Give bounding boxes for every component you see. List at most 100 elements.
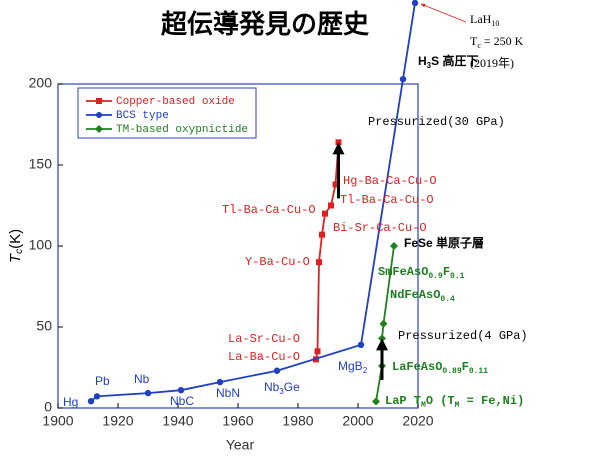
annotation-part: Ge [284, 380, 300, 394]
legend-marker [95, 125, 103, 133]
point [93, 393, 101, 400]
annotation-part: LaH [470, 12, 492, 26]
annotation-part: La-Sr-Cu-O [228, 332, 300, 346]
annotation: Nb [134, 372, 150, 386]
point [319, 231, 325, 238]
annotation: H3S 高圧下 [418, 53, 478, 70]
y-tick-label: 0 [44, 399, 52, 415]
y-tick-label: 200 [29, 75, 53, 91]
point [390, 242, 398, 250]
annotation-part: Tl-Ba-Ca-Cu-O [222, 203, 316, 217]
annotation-part: = Fe,Ni) [459, 394, 524, 408]
y-label-part: (K) [7, 229, 24, 249]
annotation: Bi-Sr-Ca-Cu-O [333, 221, 427, 235]
point [372, 397, 380, 406]
annotation-part: O (T [426, 394, 455, 408]
annotation-part: Y-Ba-Cu-O [245, 255, 310, 269]
point [328, 202, 334, 209]
annotation: Y-Ba-Cu-O [245, 255, 310, 269]
annotation: LaH10 [470, 12, 499, 28]
x-axis-label: Year [226, 437, 255, 453]
annotation-part: FeSe 単原子層 [404, 235, 484, 250]
annotation-part: Nb [264, 380, 280, 394]
legend-label: BCS type [116, 110, 169, 122]
x-tick-label: 1920 [102, 413, 133, 429]
annotation: Pb [95, 374, 110, 388]
annotation-part: 0.9 [428, 272, 443, 281]
y-tick-label: 100 [29, 237, 53, 253]
annotation-part: = 250 K [481, 34, 524, 48]
annotation-part: LaP T [385, 394, 421, 408]
point [335, 139, 342, 146]
annotation-part: Hg [63, 395, 78, 409]
annotation-part: 10 [491, 19, 499, 28]
annotation: Hg-Ba-Ca-Cu-O [343, 174, 437, 188]
annotation: MgB2 [338, 359, 368, 375]
annotation-part: c [477, 41, 481, 50]
annotation: LaFeAsO0.89F0.11 [392, 360, 488, 376]
annotation: NdFeAsO0.4 [390, 288, 455, 304]
x-tick-label: 2020 [402, 413, 433, 429]
point [87, 397, 95, 405]
point [379, 319, 388, 328]
legend-label: Copper-based oxide [116, 96, 235, 108]
legend: Copper-based oxide BCS type TM-based oxypn… [77, 87, 257, 139]
annotation: NbC [170, 394, 194, 408]
annotation: Pressurized(30 GPa) [368, 115, 505, 129]
annotation: Tl-Ba-Ca-Cu-O [340, 193, 434, 207]
point [378, 334, 386, 343]
annotation: Tc = 250 K [470, 34, 524, 50]
annotation-part: 0.4 [440, 295, 455, 304]
annotation: Nb3Ge [264, 380, 300, 396]
annotation: Hg [63, 395, 78, 409]
annotation-part: (2019年) [470, 56, 514, 70]
annotation-part: 2 [363, 366, 368, 375]
series-line [315, 142, 340, 360]
annotation: La-Ba-Cu-O [228, 350, 300, 364]
annotation-part: Pressurized(4 GPa) [398, 329, 528, 343]
annotation-part: S 高圧下 [431, 53, 478, 68]
x-tick-label: 1980 [282, 413, 313, 429]
point [177, 386, 185, 394]
annotation-part: 0.11 [469, 367, 488, 376]
point [411, 0, 419, 7]
annotation-part: Bi-Sr-Ca-Cu-O [333, 221, 427, 235]
annotation: (2019年) [470, 56, 514, 70]
point [314, 348, 321, 355]
annotation-part: 0.89 [442, 367, 461, 376]
point [144, 389, 152, 397]
x-tick-label: 2000 [342, 413, 373, 429]
annotation-part: MgB [338, 359, 363, 373]
x-tick-label: 1900 [42, 413, 73, 429]
annotation-part: Tl-Ba-Ca-Cu-O [340, 193, 434, 207]
y-axis-label: Tc(K) [7, 229, 25, 263]
legend-marker [96, 98, 102, 104]
point [273, 367, 281, 374]
annotation-part: NdFeAsO [390, 288, 440, 302]
annotation-part: Pb [95, 374, 110, 388]
y-label-part: T [7, 252, 24, 263]
pointer-arrow [420, 3, 467, 23]
point [399, 75, 407, 83]
annotation-part: NbN [216, 386, 240, 400]
annotation: NbN [216, 386, 240, 400]
legend-marker [96, 112, 102, 118]
y-label-part: c [14, 249, 25, 254]
annotation: Pressurized(4 GPa) [398, 329, 528, 343]
annotation-part: NbC [170, 394, 194, 408]
point [216, 378, 224, 386]
annotation-part: LaFeAsO [392, 360, 442, 374]
chart-title: 超伝導発見の歴史 [161, 9, 370, 39]
annotation-part: Nb [134, 372, 150, 386]
annotation: Tl-Ba-Ca-Cu-O [222, 203, 316, 217]
point [357, 341, 365, 349]
y-tick-label: 150 [29, 156, 53, 172]
annotation-part: SmFeAsO [378, 265, 428, 279]
x-tick-label: 1960 [222, 413, 253, 429]
annotation: La-Sr-Cu-O [228, 332, 300, 346]
annotation-part: La-Ba-Cu-O [228, 350, 300, 364]
annotation: FeSe 単原子層 [404, 235, 484, 250]
legend-label: TM-based oxypnictide [116, 124, 248, 136]
